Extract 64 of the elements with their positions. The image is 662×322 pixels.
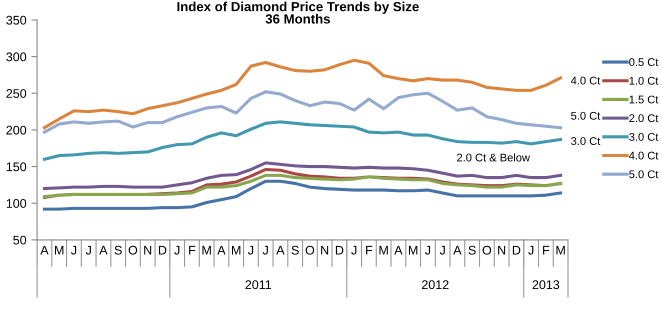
x-tick-label: J [440,246,445,255]
line-series [42,174,562,198]
x-tick-label: M [379,246,388,255]
x-tick-label: S [114,246,122,255]
legend-label: 1.5 Ct [630,96,658,104]
text: 4.0 Ct [570,76,600,85]
legend-label: 4.0 Ct [629,152,658,160]
x-tick-label: F [189,246,196,255]
x-tick-label: A [394,246,403,255]
x2-tick-label: 2011 [245,280,272,290]
x-tick-label: A [217,246,226,255]
y-tick-label: 350 [6,16,26,25]
legend-label: 2.0 Ct [629,114,658,122]
x-tick-label: A [40,246,49,255]
x-tick-label: O [482,246,492,255]
x-tick-label: O [306,246,314,255]
x-tick-label: M [408,246,418,255]
x-tick-label: O [128,246,138,255]
x-tick-label: M [556,246,565,255]
line-series [42,161,562,190]
x-tick-label: N [498,246,506,255]
x2-tick-label: 2012 [422,280,449,290]
line-series [42,58,562,130]
x-tick-label: S [468,246,476,255]
x-tick-label: D [336,246,344,255]
text: 3.0 Ct [571,137,600,146]
y-tick-label: 300 [6,52,26,62]
x-tick-label: D [512,246,520,255]
x-tick-label: F [366,246,372,255]
legend-label: 3.0 Ct [629,132,658,141]
x-tick-label: J [174,246,180,255]
x-tick-label: J [248,246,254,255]
x-tick-label: A [453,246,462,255]
x-tick-label: M [55,246,64,255]
x-tick-label: N [144,246,152,255]
legend-label: 0.5 Ct [629,58,658,66]
chart-title: Index of Diamond Price Trends by Size 36 Months [177,2,419,24]
y-tick-label: 150 [6,162,26,172]
x-tick-label: N [321,246,328,255]
line-series [42,180,562,211]
x-tick-label: F [543,246,550,255]
legend-label: 1.0 Ct [630,76,658,85]
x-tick-label: S [292,246,299,255]
x-tick-label: J [528,246,534,255]
x-tick-label: J [351,246,356,255]
y-tick-label: 200 [6,126,26,135]
x-tick-label: J [71,246,76,255]
x-tick-label: D [158,246,166,255]
x2-tick-label: 2013 [532,280,560,290]
x-tick-label: M [232,246,240,255]
line-series [42,90,562,134]
line-series [42,120,562,161]
legend-label: 5.0 Ct [629,170,658,178]
text: 5.0 Ct [571,112,600,120]
x-tick-label: J [262,246,268,255]
annotation: 2.0 Ct & Below [457,153,530,162]
y-tick-label: 250 [6,89,26,98]
x-tick-label: A [99,246,108,255]
x-tick-label: J [424,246,430,255]
x-tick-label: J [86,246,91,255]
x-tick-label: M [202,246,211,255]
y-tick-label: 50 [13,236,26,245]
x-tick-label: A [276,246,285,255]
y-tick-label: 100 [6,199,26,208]
